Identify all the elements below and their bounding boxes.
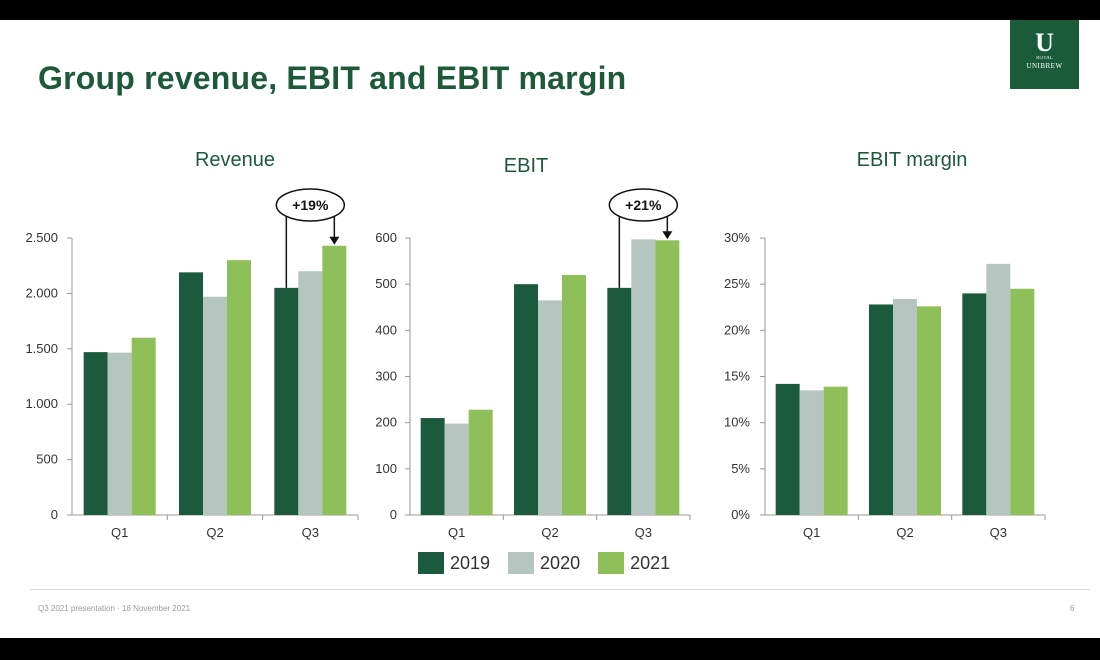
chart-3-category-label: Q2 [896,525,913,540]
chart-1-bar-q2-2020 [203,296,227,515]
chart-3-bar-q1-2021 [823,386,848,515]
logo-small-text: ROYAL [1036,56,1053,61]
chart-2-annotation-ellipse [608,188,679,222]
chart-2-category-label: Q1 [448,525,465,540]
chart-3-ytick-label: 5% [731,461,750,476]
chart-3-ytick-label: 10% [724,415,750,430]
chart-2-bar-q1-2020 [444,423,469,515]
chart-3-bar-q3-2020 [986,263,1011,515]
chart-3-bar-q2-2021 [917,306,941,515]
chart-1-ytick-label: 1.500 [25,341,58,356]
chart-2-bar-q3-2021 [655,240,680,515]
chart-2-ytick-label: 0 [390,507,397,522]
slide: Group revenue, EBIT and EBIT margin U RO… [0,20,1100,638]
legend-swatch-2020 [508,552,535,574]
chart-2-category-label: Q3 [635,525,652,540]
chart-1-ytick-label: 1.000 [25,396,58,411]
chart-2-title: EBIT [504,155,548,177]
chart-3-ytick-label: 20% [724,322,750,337]
footer-text: Q3 2021 presentation · 18 November 2021 [38,604,191,613]
chart-1-bar-q1-2021 [131,337,156,515]
chart-2-bar-q2-2021 [562,274,586,515]
footer-divider [30,589,1090,590]
legend-label-2020: 2020 [540,552,581,573]
chart-1-bar-q1-2020 [107,352,132,515]
chart-2-bar-q2-2019 [514,284,538,515]
chart-1-annotation-text: +19% [292,197,329,213]
chart-2-bar-q2-2020 [538,300,562,515]
legend: 2019 2020 2021 [418,552,670,574]
chart-2-bar-q1-2021 [468,409,493,515]
chart-3-category-label: Q3 [990,525,1007,540]
chart-3-bar-q3-2019 [962,293,987,515]
logo-name: UNIBREW [1026,62,1063,70]
chart-2-ytick-label: 200 [375,415,397,430]
legend-item-2021: 2021 [598,552,670,574]
chart-1-title: Revenue [195,149,275,171]
chart-1-bar-q2-2021 [227,260,251,515]
chart-3-bar-q1-2020 [799,390,824,515]
chart-2-annotation-text: +21% [625,197,662,213]
chart-2-category-label: Q2 [541,525,558,540]
chart-1-category-label: Q2 [206,525,223,540]
chart-1-bar-q2-2019 [179,272,203,515]
chart-2-bar-q3-2019 [607,287,632,515]
legend-swatch-2019 [418,552,444,574]
chart-2-ytick-label: 400 [375,322,397,337]
chart-3-ytick-label: 15% [724,369,750,384]
chart-3-ytick-label: 25% [724,276,750,291]
chart-3-bar-q1-2019 [775,383,800,515]
chart-1-annotation-arrowhead [329,236,340,245]
logo-mark: U [1035,28,1054,57]
chart-3-category-label: Q1 [803,525,820,540]
royal-unibrew-logo: U ROYAL UNIBREW [1010,20,1079,89]
chart-1-category-label: Q1 [111,525,128,540]
chart-2-ytick-label: 300 [375,369,397,384]
chart-2-bar-q3-2020 [631,239,656,515]
chart-2-bar-q1-2019 [420,418,445,515]
chart-1-ytick-label: 0 [51,507,58,522]
chart-1-bar-q1-2019 [83,352,108,515]
chart-3-bar-q2-2020 [893,298,917,515]
page-number: 6 [1070,604,1075,613]
chart-2-ytick-label: 500 [375,276,397,291]
legend-label-2021: 2021 [630,552,671,573]
chart-1-ytick-label: 500 [36,452,58,467]
chart-1-ytick-label: 2.000 [25,285,58,300]
chart-1-category-label: Q3 [302,525,319,540]
legend-item-2020: 2020 [508,552,580,574]
chart-1-bar-q3-2021 [322,245,347,516]
chart-2-ytick-label: 100 [375,461,397,476]
chart-1-ytick-label: 2.500 [25,230,58,245]
legend-item-2019: 2019 [418,552,490,574]
chart-3-ytick-label: 30% [724,230,750,245]
chart-3-ytick-label: 0% [731,507,750,522]
chart-1-bar-q3-2019 [274,287,299,515]
legend-label-2019: 2019 [450,552,491,573]
chart-2-ytick-label: 600 [375,230,397,245]
chart-3-bar-q2-2019 [869,304,893,515]
charts-area: Revenue 0 500 1.000 1.500 2.000 2.500 Q1 Q2 Q3 +19… [25,149,1046,540]
chart-3-bar-q3-2021 [1010,288,1035,515]
chart-3-title: EBIT margin [857,149,968,171]
chart-1-bar-q3-2020 [298,271,323,515]
slide-title: Group revenue, EBIT and EBIT margin [38,60,627,96]
legend-swatch-2021 [598,552,625,574]
chart-1-annotation-ellipse [275,188,346,222]
chart-2-annotation-arrowhead [662,231,673,240]
